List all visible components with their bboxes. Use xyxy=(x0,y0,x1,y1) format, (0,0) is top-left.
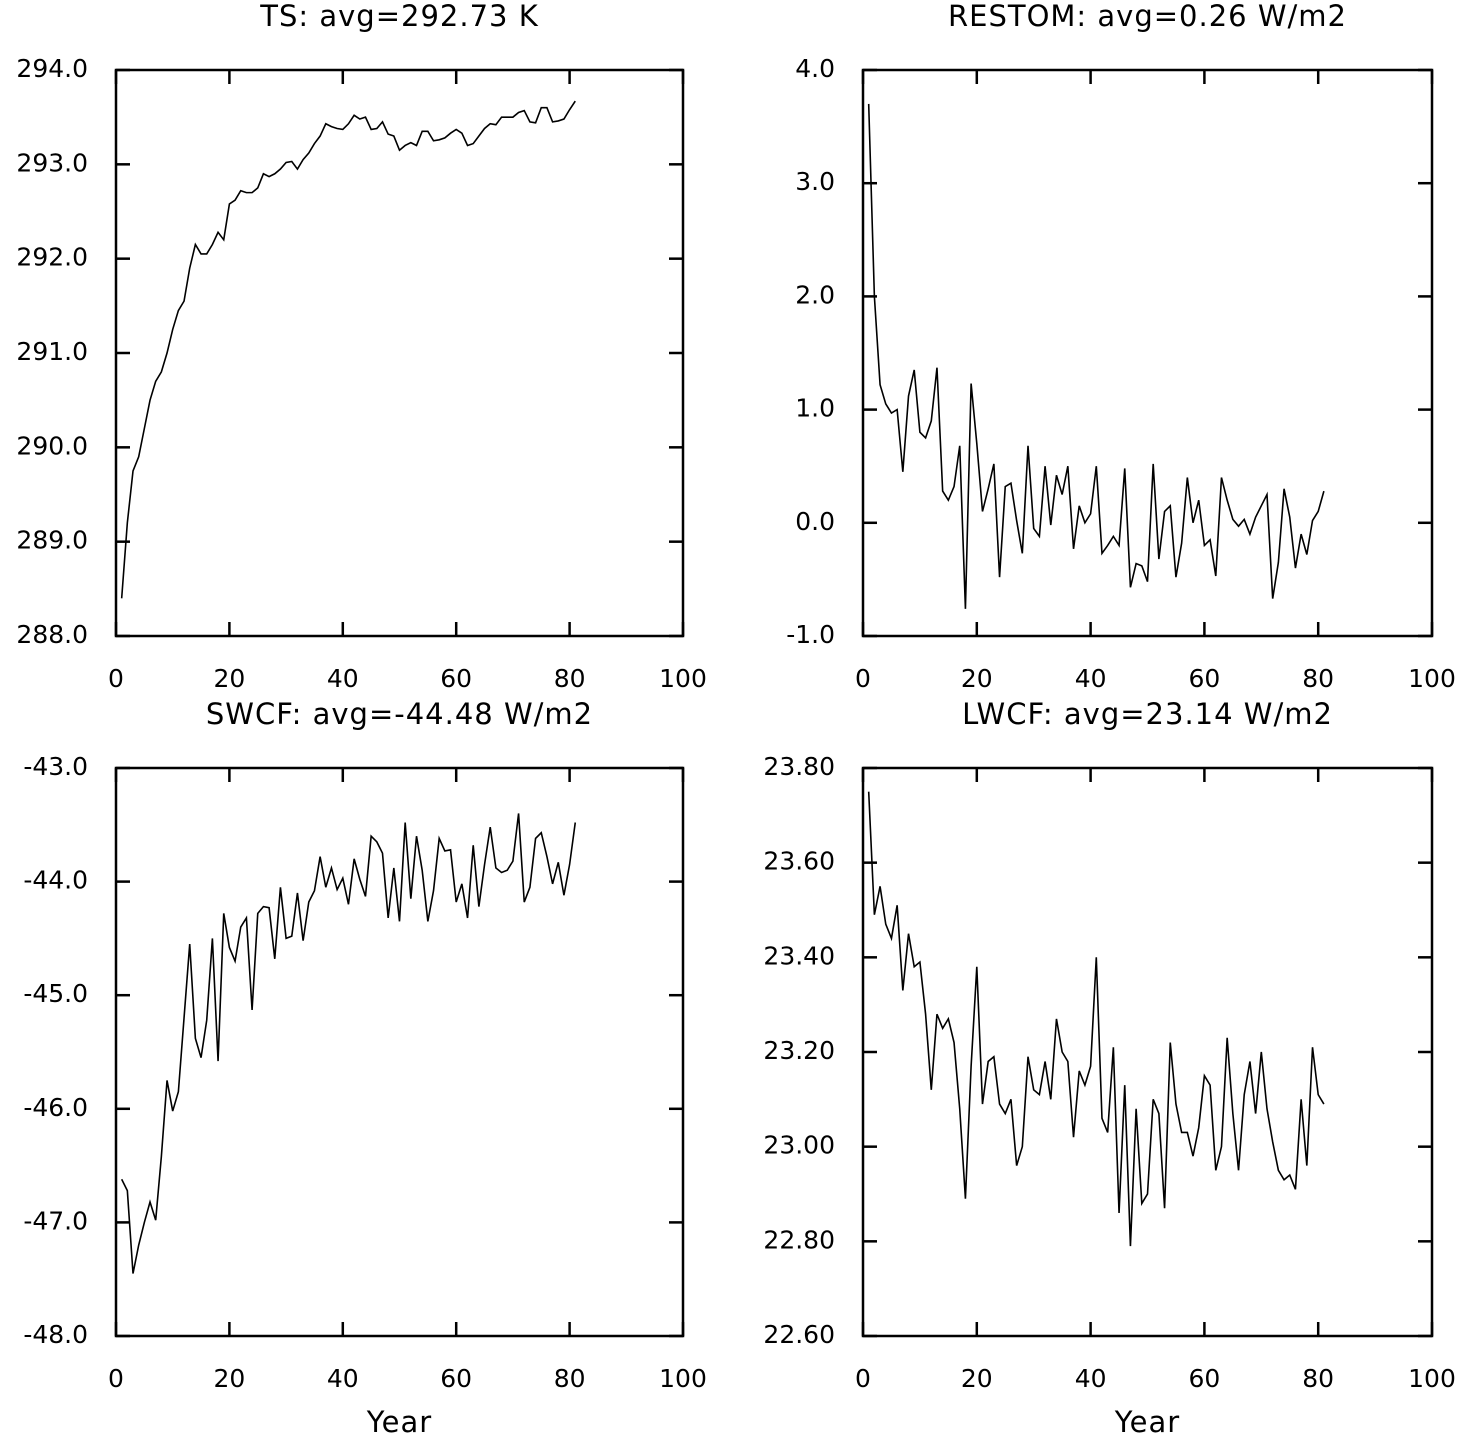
chart-title: TS: avg=292.73 K xyxy=(259,0,538,33)
y-tick-label: -47.0 xyxy=(23,1206,88,1235)
y-tick-label: 294.0 xyxy=(16,54,88,83)
y-tick-label: 292.0 xyxy=(16,243,88,272)
x-tick-label: 40 xyxy=(327,1364,359,1393)
y-tick-label: 22.80 xyxy=(763,1225,835,1254)
x-tick-label: 20 xyxy=(213,664,245,693)
x-tick-label: 100 xyxy=(1408,664,1456,693)
x-tick-label: 60 xyxy=(1188,664,1220,693)
x-axis-label: Year xyxy=(366,1405,432,1437)
x-tick-label: 60 xyxy=(1188,1364,1220,1393)
y-tick-label: 4.0 xyxy=(795,54,835,83)
y-tick-label: 2.0 xyxy=(795,280,835,309)
y-tick-label: -1.0 xyxy=(786,620,835,649)
data-line xyxy=(867,103,1325,609)
x-axis-label: Year xyxy=(1114,1405,1180,1437)
x-tick-label: 0 xyxy=(108,1364,124,1393)
y-tick-label: -48.0 xyxy=(23,1320,88,1349)
y-tick-label: -44.0 xyxy=(23,866,88,895)
x-tick-label: 60 xyxy=(440,664,472,693)
x-tick-label: 100 xyxy=(659,1364,707,1393)
plot-frame xyxy=(114,766,685,1338)
x-tick-label: 100 xyxy=(659,664,707,693)
chart-title: RESTOM: avg=0.26 W/m2 xyxy=(948,0,1347,33)
x-tick-label: 0 xyxy=(855,1364,871,1393)
data-line xyxy=(120,813,577,1274)
y-tick-label: 23.40 xyxy=(763,941,835,970)
y-tick-label: 0.0 xyxy=(795,507,835,536)
data-line xyxy=(867,791,1325,1247)
y-tick-label: 23.20 xyxy=(763,1036,835,1065)
y-tick-label: -43.0 xyxy=(23,752,88,781)
x-tick-label: 80 xyxy=(1302,664,1334,693)
y-tick-label: 289.0 xyxy=(16,526,88,555)
x-tick-label: 40 xyxy=(327,664,359,693)
plot-frame xyxy=(861,766,1434,1338)
y-tick-label: 23.80 xyxy=(763,752,835,781)
x-tick-label: 40 xyxy=(1075,664,1107,693)
y-tick-label: 291.0 xyxy=(16,337,88,366)
x-tick-label: 0 xyxy=(855,664,871,693)
x-tick-label: 60 xyxy=(440,1364,472,1393)
x-tick-label: 80 xyxy=(1302,1364,1334,1393)
x-tick-label: 40 xyxy=(1075,1364,1107,1393)
plot-frame xyxy=(861,68,1434,638)
chart-title: LWCF: avg=23.14 W/m2 xyxy=(962,697,1333,731)
x-tick-label: 20 xyxy=(961,1364,993,1393)
y-tick-label: 293.0 xyxy=(16,148,88,177)
y-tick-label: 23.00 xyxy=(763,1131,835,1160)
y-tick-label: 23.60 xyxy=(763,847,835,876)
x-tick-label: 20 xyxy=(961,664,993,693)
data-line xyxy=(120,100,576,599)
x-tick-label: 100 xyxy=(1408,1364,1456,1393)
chart-title: SWCF: avg=-44.48 W/m2 xyxy=(206,697,593,731)
y-tick-label: 290.0 xyxy=(16,431,88,460)
x-tick-label: 20 xyxy=(213,1364,245,1393)
plot-frame xyxy=(114,68,685,638)
y-tick-label: 288.0 xyxy=(16,620,88,649)
y-tick-label: 3.0 xyxy=(795,167,835,196)
y-tick-label: -45.0 xyxy=(23,979,88,1008)
x-tick-label: 0 xyxy=(108,664,124,693)
y-tick-label: 22.60 xyxy=(763,1320,835,1349)
y-tick-label: 1.0 xyxy=(795,394,835,423)
y-tick-label: -46.0 xyxy=(23,1093,88,1122)
x-tick-label: 80 xyxy=(554,1364,586,1393)
x-tick-label: 80 xyxy=(554,664,586,693)
